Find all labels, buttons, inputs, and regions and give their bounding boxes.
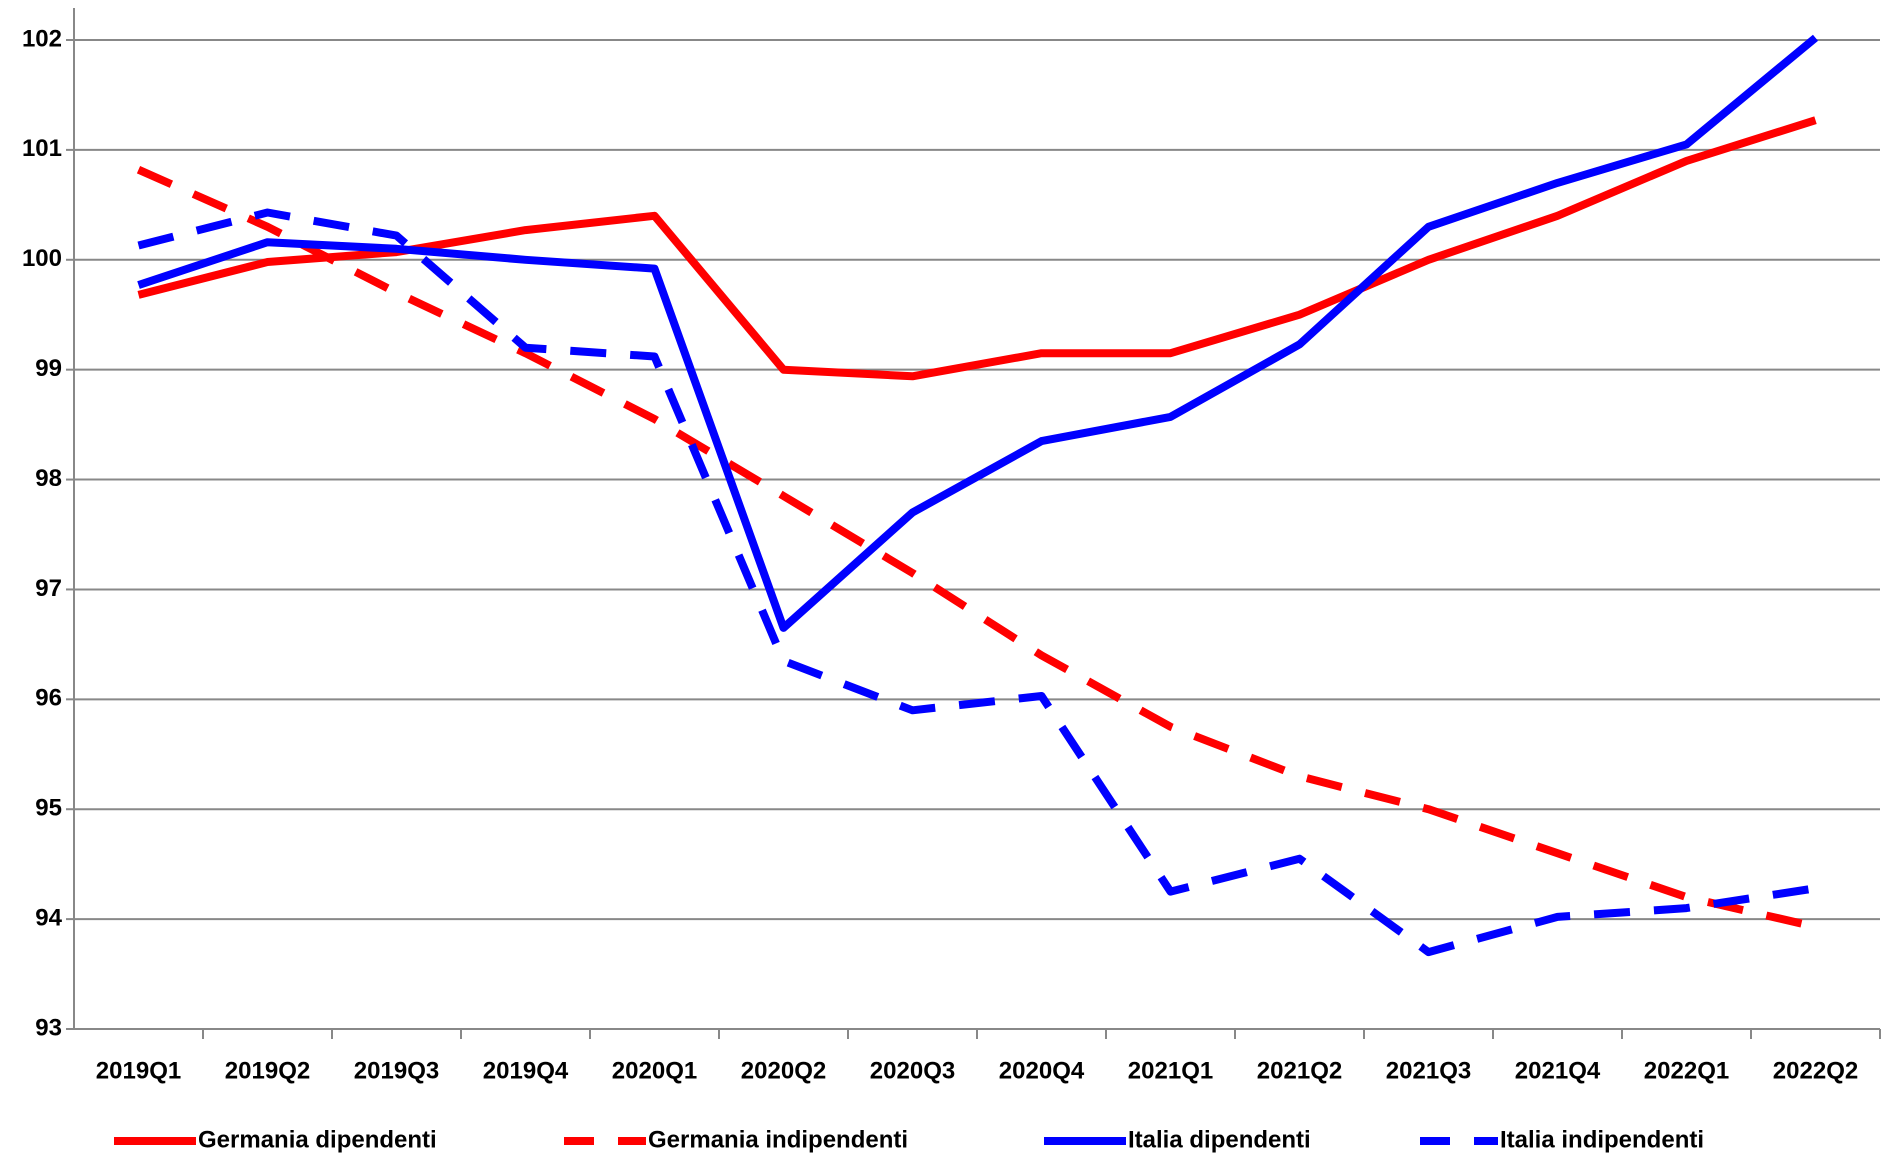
y-tick-label: 93 — [35, 1014, 62, 1041]
y-tick-label: 102 — [22, 25, 62, 52]
x-tick-label: 2021Q1 — [1128, 1057, 1213, 1084]
legend-label: Germania indipendenti — [648, 1126, 908, 1153]
series-line — [137, 34, 1819, 632]
x-tick-label: 2021Q2 — [1257, 1057, 1342, 1084]
y-tick-label: 94 — [35, 904, 62, 931]
y-tick-label: 96 — [35, 685, 62, 712]
x-tick-label: 2022Q2 — [1773, 1057, 1858, 1084]
series-line — [137, 208, 1817, 957]
x-tick-label: 2020Q3 — [870, 1057, 955, 1084]
x-tick-label: 2020Q2 — [741, 1057, 826, 1084]
y-tick-label: 101 — [22, 135, 62, 162]
legend-label: Italia dipendenti — [1128, 1126, 1311, 1153]
y-tick-label: 98 — [35, 465, 62, 492]
legend-label: Germania dipendenti — [198, 1126, 437, 1153]
x-tick-label: 2020Q1 — [612, 1057, 697, 1084]
x-tick-label: 2019Q1 — [96, 1057, 181, 1084]
x-tick-label: 2020Q4 — [999, 1057, 1085, 1084]
x-tick-label: 2022Q1 — [1644, 1057, 1729, 1084]
y-tick-label: 95 — [35, 795, 62, 822]
x-tick-label: 2019Q4 — [483, 1057, 569, 1084]
x-tick-label: 2019Q3 — [354, 1057, 439, 1084]
x-tick-label: 2019Q2 — [225, 1057, 310, 1084]
series-line — [136, 166, 1817, 931]
x-tick-label: 2021Q4 — [1515, 1057, 1601, 1084]
y-tick-label: 100 — [22, 245, 62, 272]
y-tick-label: 99 — [35, 355, 62, 382]
y-tick-label: 97 — [35, 575, 62, 602]
legend-label: Italia indipendenti — [1500, 1126, 1704, 1153]
x-tick-label: 2021Q3 — [1386, 1057, 1471, 1084]
